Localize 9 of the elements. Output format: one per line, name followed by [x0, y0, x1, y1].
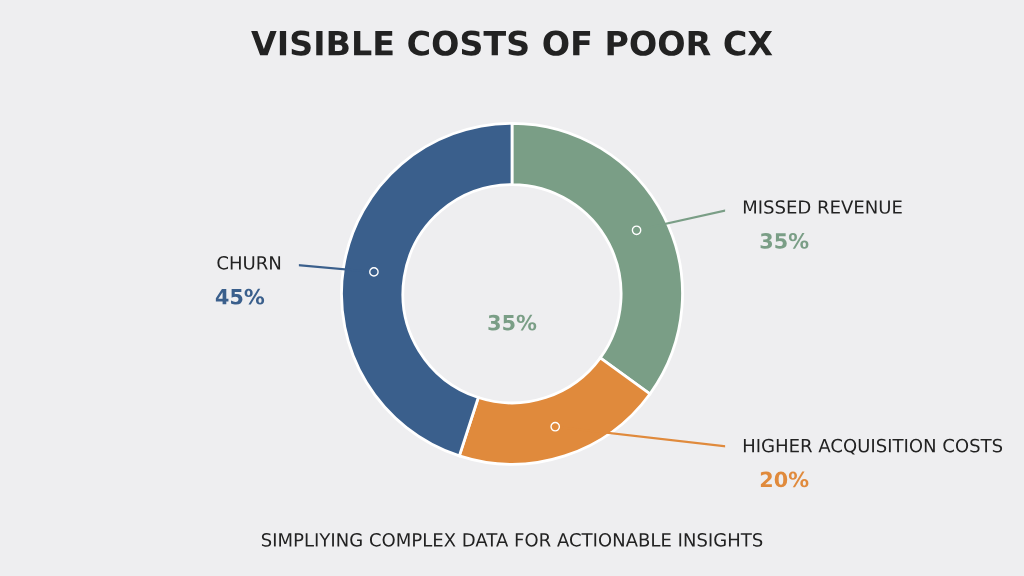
text: SIMPLIYING COMPLEX DATA FOR ACTIONABLE INSIGHTS: [261, 533, 763, 547]
chart-title: VISIBLE COSTS OF POOR CX: [251, 30, 773, 56]
data-label: 35%: [760, 233, 809, 249]
data-label: 20%: [760, 471, 809, 488]
text: 35%: [488, 314, 537, 331]
slice-label: CHURN: [217, 256, 281, 270]
slice-label: MISSED REVENUE: [743, 200, 902, 214]
data-label: 45%: [215, 288, 265, 305]
slice-label: HIGHER ACQUISITION COSTS: [743, 438, 1003, 455]
